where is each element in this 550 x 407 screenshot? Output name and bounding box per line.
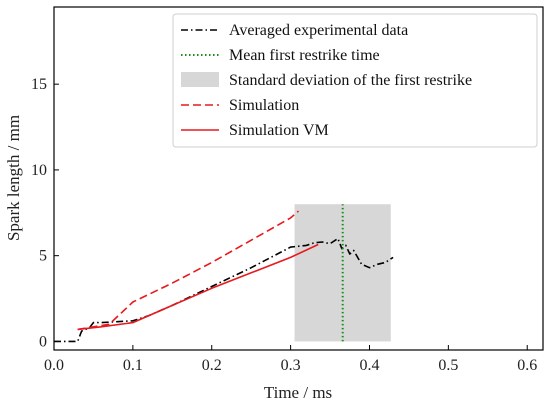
x-tick-label: 0.5 [438,357,458,374]
x-axis-label: Time / ms [264,383,332,402]
series-line-3 [77,243,319,331]
legend-label: Averaged experimental data [229,22,408,39]
plot-frame [53,6,544,351]
x-tick-label: 0.1 [123,357,143,374]
x-tick-label: 0.4 [359,357,379,374]
legend-swatch-band [181,72,219,87]
x-tick-label: 0.2 [202,357,222,374]
y-tick-label: 0 [39,333,47,350]
x-tick-label: 0.6 [517,357,537,374]
y-tick-label: 15 [31,76,47,93]
x-tick-label: 0.3 [281,357,301,374]
series-layer [54,204,394,343]
legend-label: Mean first restrike time [229,47,380,64]
x-tick-label: 0.0 [44,357,64,374]
series-line-0 [54,237,394,343]
series-line-2 [77,210,300,331]
legend-label: Standard deviation of the first restrike [229,72,472,89]
y-tick-label: 5 [39,248,47,265]
legend-label: Simulation VM [229,122,329,139]
legend-label: Simulation [229,97,299,114]
tick-layer: 0.0 0.1 0.2 0.3 0.4 0.5 0.6 0 5 10 15 [31,76,537,374]
legend-box [172,13,538,148]
y-tick-label: 10 [31,162,47,179]
y-axis-label: Spark length / mm [4,115,23,241]
legend: Averaged experimental data Mean first res… [172,13,538,148]
